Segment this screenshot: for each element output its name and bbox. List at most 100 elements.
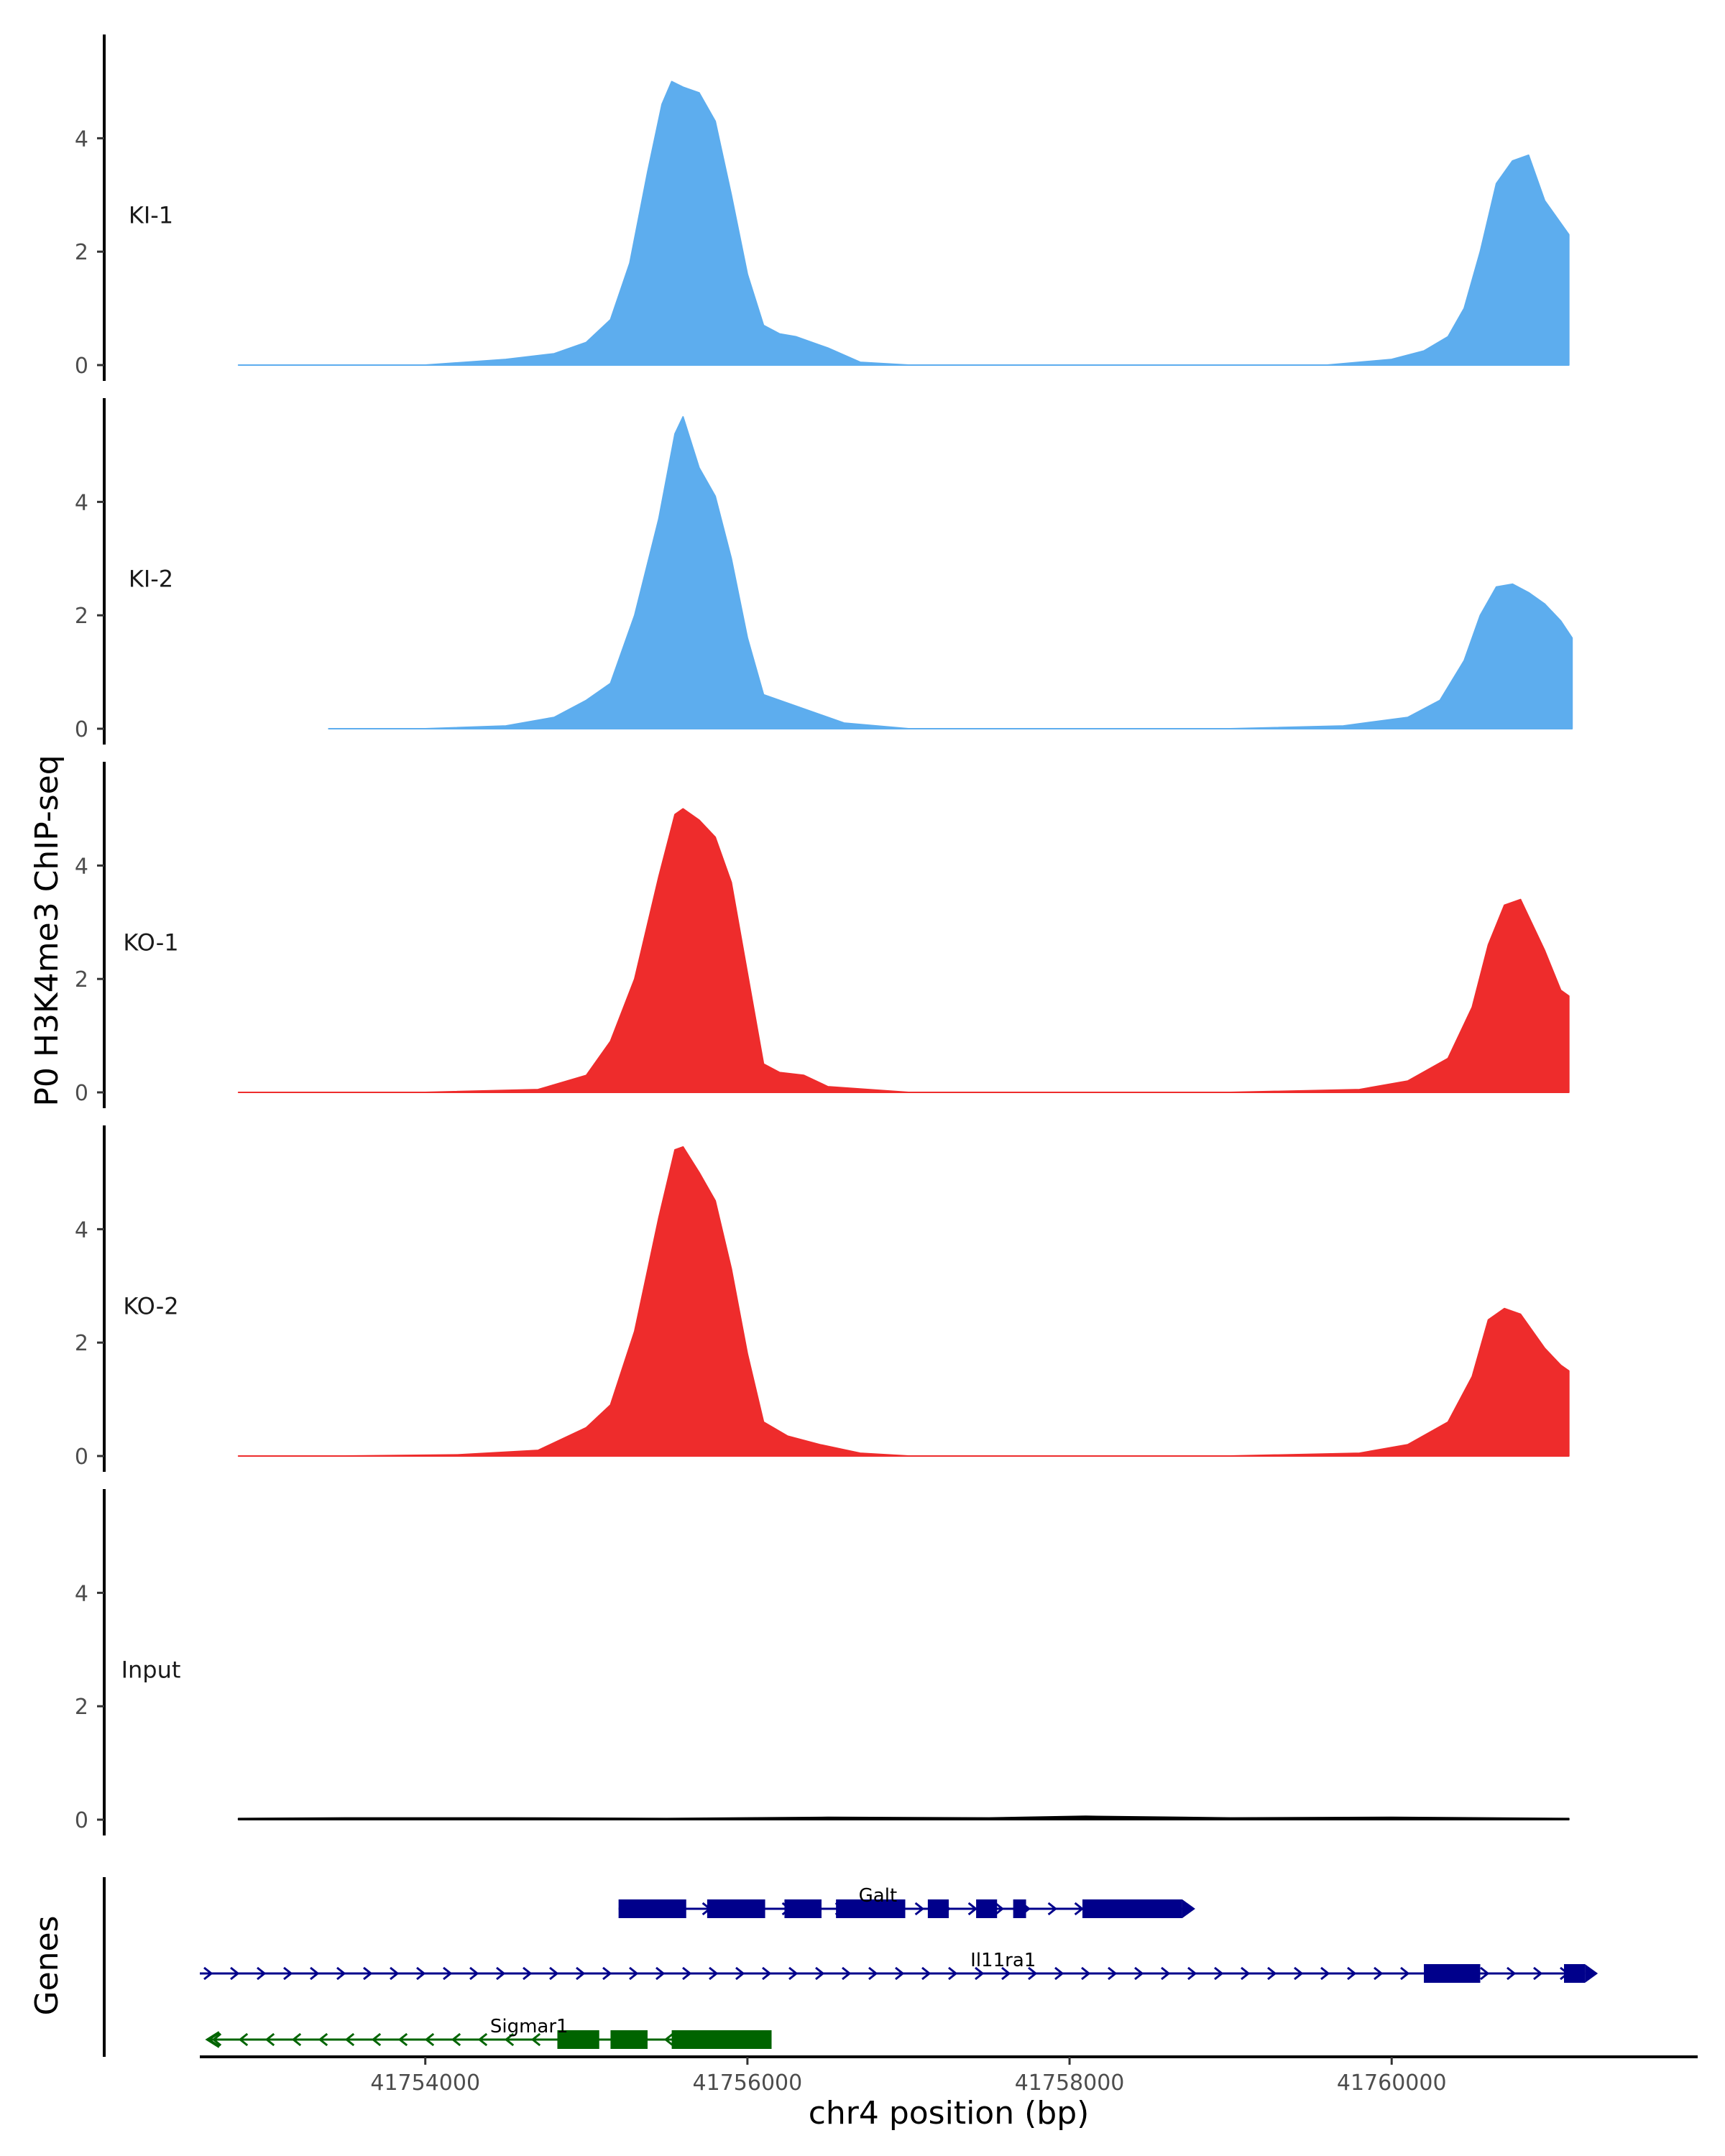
- strand-arrow: [523, 1966, 533, 1981]
- strand-arrow: [914, 1902, 925, 1916]
- gene-model: Sigmar1: [205, 2016, 772, 2049]
- strand-arrow: [921, 1966, 932, 1981]
- strand-arrow: [504, 2032, 515, 2047]
- strand-arrow: [530, 2032, 541, 2047]
- gene-exon: [1564, 1964, 1586, 1983]
- x-tick-label: 41758000: [1015, 2070, 1125, 2096]
- strand-arrow: [682, 1966, 692, 1981]
- strand-arrow: [1187, 1966, 1197, 1981]
- y-tick-label: 0: [75, 1808, 88, 1833]
- y-tick-label: 4: [75, 490, 88, 515]
- strand-arrow: [1241, 1966, 1251, 1981]
- strand-arrow: [1001, 1966, 1011, 1981]
- gene-exon: [836, 1899, 906, 1918]
- strand-arrow: [238, 2032, 249, 2047]
- strand-arrow: [230, 1966, 240, 1981]
- gene-end-arrowhead: [205, 2031, 221, 2048]
- signal-area: [237, 808, 1570, 1093]
- strand-arrow: [363, 1966, 373, 1981]
- signal-area: [237, 1146, 1570, 1457]
- strand-arrow: [967, 1902, 978, 1916]
- strand-arrow: [1214, 1966, 1224, 1981]
- x-axis-title: chr4 position (bp): [809, 2095, 1090, 2132]
- gene-end-arrowhead: [1585, 1964, 1598, 1983]
- gene-label: Il11ra1: [970, 1950, 1036, 1971]
- gene-model: Galt: [618, 1885, 1195, 1918]
- strand-arrow: [257, 1966, 267, 1981]
- strand-arrow: [1294, 1966, 1304, 1981]
- strand-arrow: [709, 1966, 719, 1981]
- track-label: KO-2: [123, 1293, 178, 1320]
- strand-arrow: [1400, 1966, 1410, 1981]
- strand-arrow: [1161, 1966, 1171, 1981]
- genes-axis-title: Genes: [29, 1915, 65, 2015]
- gene-model: Il11ra1: [200, 1950, 1598, 1983]
- y-tick-label: 4: [75, 854, 88, 879]
- y-tick-label: 4: [75, 1217, 88, 1243]
- track-panel: 0 2 4 Input: [75, 1489, 1570, 1835]
- strand-arrow: [602, 1966, 612, 1981]
- strand-arrow: [576, 1966, 586, 1981]
- y-tick-label: 0: [75, 717, 88, 742]
- strand-arrow: [1074, 1902, 1085, 1916]
- strand-arrow: [1267, 1966, 1277, 1981]
- strand-arrow: [1347, 1966, 1357, 1981]
- strand-arrow: [994, 1902, 1005, 1916]
- track-panel: 0 2 4 KI-2: [75, 398, 1573, 745]
- strand-arrow: [735, 1966, 745, 1981]
- y-tick-label: 2: [75, 604, 88, 629]
- x-tick-label: 41760000: [1337, 2070, 1447, 2096]
- gene-label: Galt: [859, 1885, 898, 1907]
- y-tick-label: 0: [75, 354, 88, 379]
- strand-arrow: [310, 1966, 320, 1981]
- y-axis-title: P0 H3K4me3 ChIP-seq: [29, 755, 65, 1106]
- gene-exon: [671, 2030, 772, 2049]
- tracks-layer: 0 2 4 KI-1 0 2 4 KI-2 0 2 4 KO-1 0 2 4 KO-2 0 2 4 Input: [75, 34, 1573, 1835]
- y-tick-label: 2: [75, 1331, 88, 1356]
- gene-exon: [927, 1899, 949, 1918]
- strand-arrow: [211, 2032, 222, 2047]
- strand-arrow: [1480, 1966, 1490, 1981]
- strand-arrow: [549, 1966, 559, 1981]
- strand-arrow: [895, 1966, 905, 1981]
- strand-arrow: [451, 2032, 461, 2047]
- y-tick-label: 2: [75, 240, 88, 265]
- strand-arrow: [1108, 1966, 1118, 1981]
- strand-arrow: [1047, 1902, 1058, 1916]
- strand-arrow: [336, 1966, 346, 1981]
- gene-exon: [618, 1899, 686, 1918]
- gene-end-arrowhead: [1182, 1899, 1195, 1918]
- gene-exon: [1424, 1964, 1481, 1983]
- gene-exon: [610, 2030, 648, 2049]
- y-tick-label: 0: [75, 1081, 88, 1106]
- x-tick-label: 41754000: [370, 2070, 480, 2096]
- track-label: Input: [121, 1657, 181, 1684]
- track-label: KI-2: [129, 566, 173, 593]
- track-panel: 0 2 4 KO-2: [75, 1125, 1570, 1472]
- strand-arrow: [1134, 1966, 1144, 1981]
- y-tick-label: 4: [75, 1581, 88, 1606]
- gene-label: Sigmar1: [490, 2016, 569, 2037]
- gene-exon: [1082, 1899, 1182, 1918]
- genes-layer: Galt Il11ra1 Sigmar1: [103, 1877, 1598, 2057]
- strand-arrow: [469, 1966, 479, 1981]
- y-tick-label: 2: [75, 1695, 88, 1720]
- strand-arrow: [318, 2032, 328, 2047]
- track-label: KI-1: [129, 202, 173, 229]
- strand-arrow: [397, 2032, 408, 2047]
- strand-arrow: [390, 1966, 400, 1981]
- strand-arrow: [283, 1966, 293, 1981]
- strand-arrow: [477, 2032, 488, 2047]
- strand-arrow: [656, 1966, 666, 1981]
- strand-arrow: [264, 2032, 275, 2047]
- signal-area: [328, 416, 1573, 729]
- strand-arrow: [815, 1966, 825, 1981]
- track-label: KO-1: [123, 929, 178, 957]
- gene-exon: [707, 1899, 765, 1918]
- y-tick-label: 2: [75, 967, 88, 992]
- strand-arrow: [663, 2032, 674, 2047]
- strand-arrow: [948, 1966, 958, 1981]
- strand-arrow: [443, 1966, 453, 1981]
- y-tick-label: 0: [75, 1445, 88, 1470]
